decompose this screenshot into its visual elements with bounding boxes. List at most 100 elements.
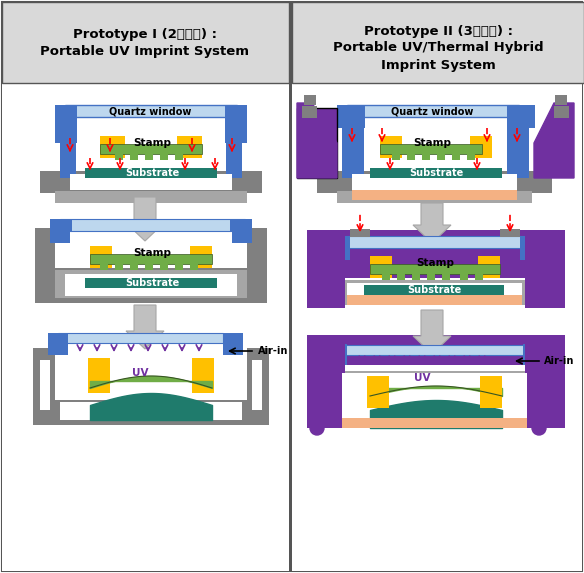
FancyBboxPatch shape bbox=[230, 220, 242, 232]
FancyBboxPatch shape bbox=[100, 136, 125, 158]
FancyBboxPatch shape bbox=[347, 105, 359, 117]
FancyBboxPatch shape bbox=[334, 371, 534, 421]
FancyBboxPatch shape bbox=[342, 418, 527, 428]
FancyBboxPatch shape bbox=[370, 256, 392, 278]
FancyBboxPatch shape bbox=[70, 174, 232, 190]
FancyBboxPatch shape bbox=[352, 190, 517, 200]
FancyBboxPatch shape bbox=[33, 348, 55, 418]
FancyBboxPatch shape bbox=[100, 262, 108, 270]
FancyBboxPatch shape bbox=[297, 108, 337, 178]
FancyBboxPatch shape bbox=[337, 105, 365, 128]
FancyBboxPatch shape bbox=[60, 138, 76, 178]
FancyBboxPatch shape bbox=[115, 152, 123, 160]
FancyBboxPatch shape bbox=[397, 272, 405, 280]
Text: Prototype I (2차년도) :
Portable UV Imprint System: Prototype I (2차년도) : Portable UV Imprint… bbox=[40, 28, 249, 58]
FancyBboxPatch shape bbox=[55, 270, 247, 298]
FancyBboxPatch shape bbox=[145, 152, 153, 160]
FancyBboxPatch shape bbox=[232, 219, 252, 243]
FancyBboxPatch shape bbox=[60, 219, 245, 231]
FancyBboxPatch shape bbox=[247, 348, 269, 418]
FancyBboxPatch shape bbox=[35, 268, 267, 303]
FancyBboxPatch shape bbox=[35, 228, 55, 283]
FancyBboxPatch shape bbox=[437, 152, 445, 160]
FancyBboxPatch shape bbox=[380, 144, 482, 154]
FancyBboxPatch shape bbox=[442, 272, 450, 280]
FancyBboxPatch shape bbox=[90, 246, 112, 268]
FancyBboxPatch shape bbox=[507, 105, 535, 128]
FancyBboxPatch shape bbox=[223, 333, 243, 355]
Text: Substrate: Substrate bbox=[125, 278, 179, 288]
Polygon shape bbox=[297, 103, 337, 178]
FancyBboxPatch shape bbox=[367, 376, 389, 408]
FancyBboxPatch shape bbox=[2, 83, 289, 571]
Polygon shape bbox=[534, 103, 574, 178]
FancyBboxPatch shape bbox=[145, 262, 153, 270]
FancyBboxPatch shape bbox=[470, 136, 492, 158]
FancyArrow shape bbox=[413, 203, 451, 243]
Text: Prototype II (3차년도) :
Portable UV/Thermal Hybrid
Imprint System: Prototype II (3차년도) : Portable UV/Therma… bbox=[333, 25, 543, 72]
FancyBboxPatch shape bbox=[555, 95, 567, 105]
FancyBboxPatch shape bbox=[302, 106, 317, 118]
FancyBboxPatch shape bbox=[192, 358, 214, 393]
FancyBboxPatch shape bbox=[115, 262, 123, 270]
FancyBboxPatch shape bbox=[160, 152, 168, 160]
FancyBboxPatch shape bbox=[554, 106, 569, 118]
FancyBboxPatch shape bbox=[160, 262, 168, 270]
FancyBboxPatch shape bbox=[427, 272, 435, 280]
FancyBboxPatch shape bbox=[65, 105, 237, 117]
Text: Stamp: Stamp bbox=[133, 248, 171, 258]
FancyBboxPatch shape bbox=[40, 171, 262, 193]
Text: Substrate: Substrate bbox=[407, 285, 461, 295]
Text: Air-in: Air-in bbox=[544, 356, 575, 366]
FancyArrow shape bbox=[126, 305, 164, 349]
FancyBboxPatch shape bbox=[412, 272, 420, 280]
FancyBboxPatch shape bbox=[175, 152, 183, 160]
FancyBboxPatch shape bbox=[460, 272, 468, 280]
FancyBboxPatch shape bbox=[342, 373, 527, 418]
FancyBboxPatch shape bbox=[347, 295, 522, 305]
Text: Air-in: Air-in bbox=[258, 346, 288, 356]
FancyBboxPatch shape bbox=[392, 152, 400, 160]
FancyBboxPatch shape bbox=[247, 228, 267, 283]
FancyBboxPatch shape bbox=[289, 2, 292, 571]
FancyBboxPatch shape bbox=[507, 105, 519, 117]
FancyBboxPatch shape bbox=[523, 105, 535, 117]
FancyBboxPatch shape bbox=[55, 105, 65, 113]
FancyBboxPatch shape bbox=[337, 345, 533, 355]
FancyBboxPatch shape bbox=[340, 236, 530, 248]
FancyBboxPatch shape bbox=[525, 230, 563, 308]
FancyBboxPatch shape bbox=[480, 376, 502, 408]
FancyBboxPatch shape bbox=[523, 344, 543, 366]
FancyBboxPatch shape bbox=[525, 335, 563, 428]
Text: Stamp: Stamp bbox=[413, 138, 451, 148]
FancyBboxPatch shape bbox=[475, 272, 483, 280]
FancyBboxPatch shape bbox=[507, 126, 529, 178]
FancyArrow shape bbox=[126, 197, 164, 241]
Text: Quartz window: Quartz window bbox=[391, 106, 473, 116]
FancyBboxPatch shape bbox=[58, 333, 223, 343]
FancyBboxPatch shape bbox=[48, 333, 68, 355]
FancyBboxPatch shape bbox=[307, 335, 565, 428]
FancyBboxPatch shape bbox=[340, 280, 530, 305]
FancyBboxPatch shape bbox=[190, 262, 198, 270]
FancyBboxPatch shape bbox=[407, 152, 415, 160]
FancyBboxPatch shape bbox=[342, 126, 364, 178]
FancyBboxPatch shape bbox=[88, 358, 110, 393]
FancyBboxPatch shape bbox=[330, 236, 350, 260]
FancyBboxPatch shape bbox=[225, 105, 237, 117]
FancyBboxPatch shape bbox=[382, 272, 390, 280]
FancyBboxPatch shape bbox=[452, 152, 460, 160]
FancyBboxPatch shape bbox=[130, 262, 138, 270]
FancyBboxPatch shape bbox=[352, 174, 517, 190]
Text: UV: UV bbox=[413, 373, 430, 383]
FancyBboxPatch shape bbox=[322, 278, 547, 308]
FancyBboxPatch shape bbox=[520, 236, 540, 260]
FancyBboxPatch shape bbox=[292, 2, 584, 83]
FancyBboxPatch shape bbox=[175, 262, 183, 270]
FancyBboxPatch shape bbox=[467, 152, 475, 160]
FancyBboxPatch shape bbox=[252, 360, 262, 410]
FancyBboxPatch shape bbox=[100, 144, 202, 154]
FancyBboxPatch shape bbox=[60, 220, 72, 232]
FancyBboxPatch shape bbox=[40, 360, 50, 410]
FancyBboxPatch shape bbox=[317, 171, 552, 193]
